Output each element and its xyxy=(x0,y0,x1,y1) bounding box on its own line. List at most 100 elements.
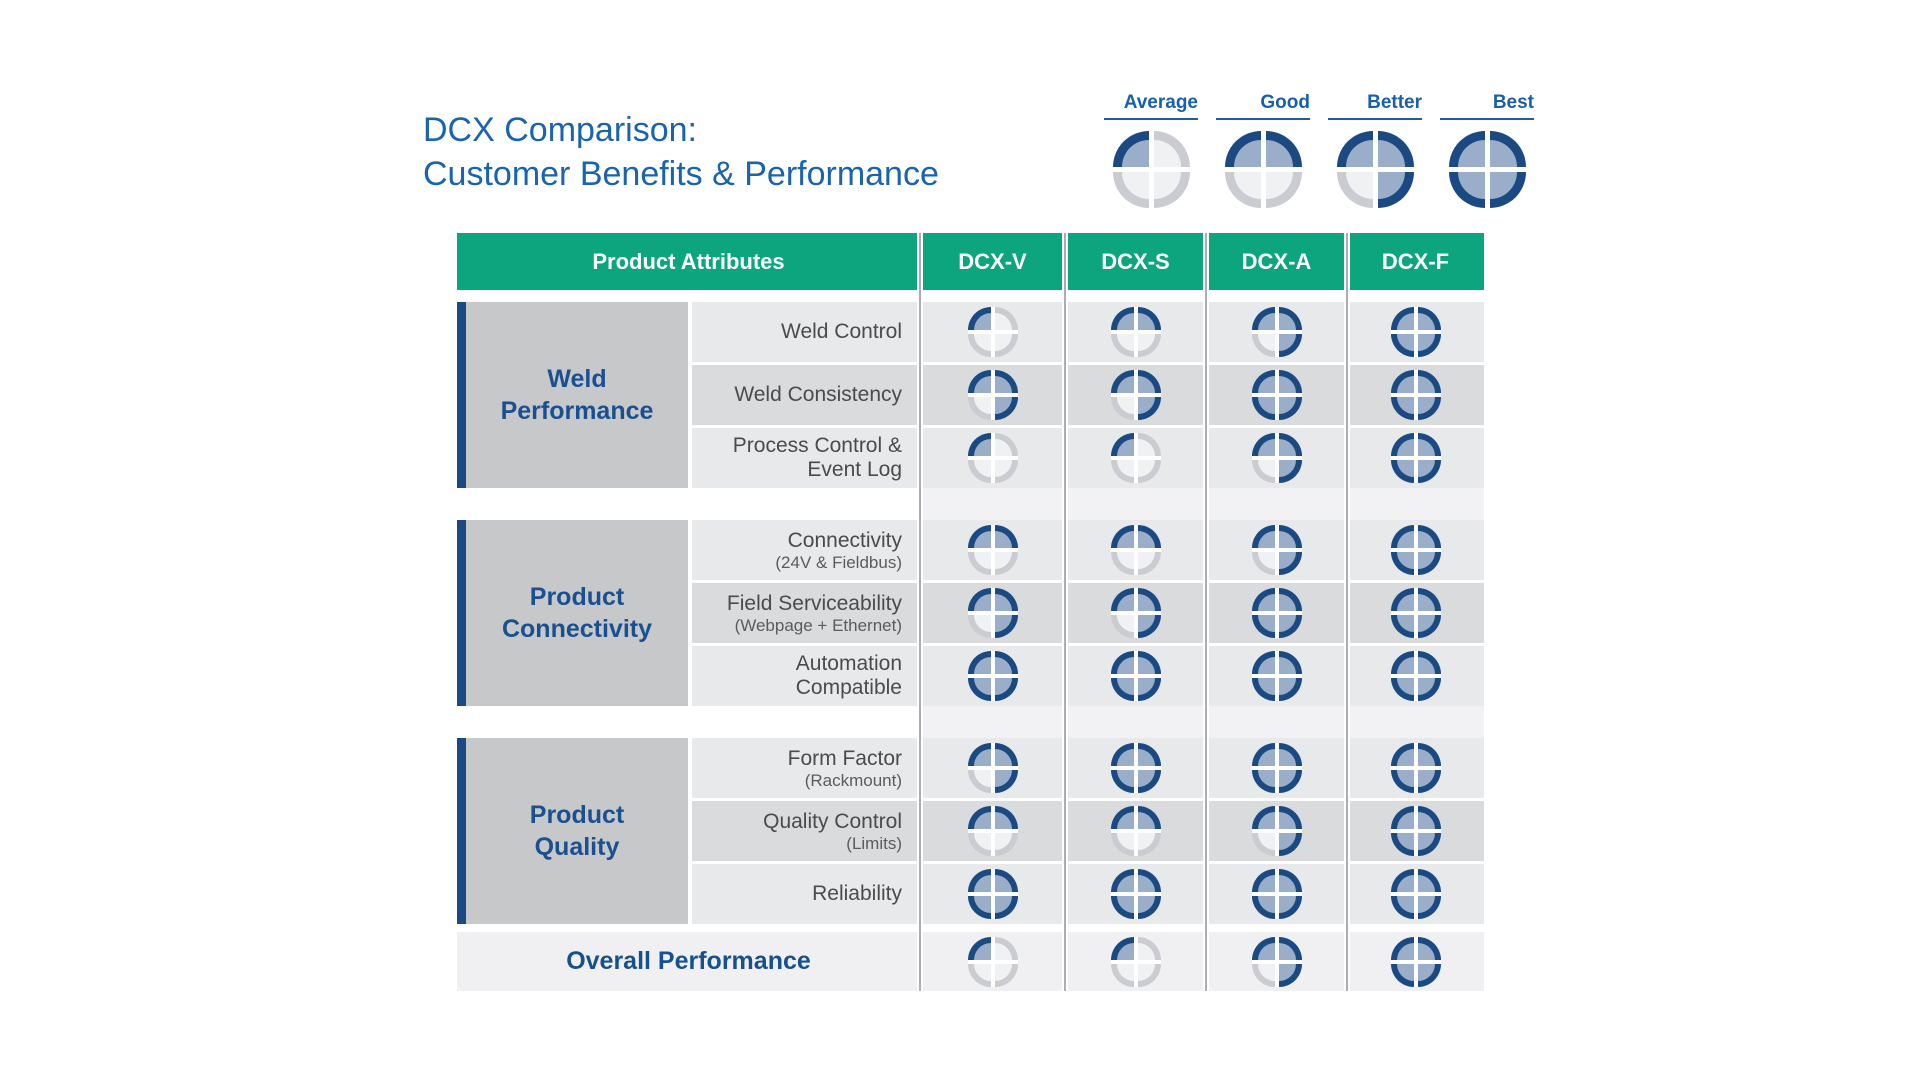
attribute-label-cell: Automation Compatible xyxy=(692,646,920,706)
harvey-ball-better xyxy=(967,743,1018,793)
comparison-table: Product Attributes DCX-V DCX-S DCX-A DCX-F We… xyxy=(457,233,1484,991)
harvey-ball-best xyxy=(1390,525,1441,575)
ball-cross-vertical xyxy=(1274,307,1279,357)
ball-quadrant-tl xyxy=(967,869,991,892)
ball-quadrant-tl xyxy=(967,307,991,330)
ball-cross-vertical xyxy=(1413,651,1418,701)
harvey-ball-best xyxy=(1390,936,1441,987)
rating-cell xyxy=(1347,428,1484,488)
ball-cross-vertical xyxy=(1413,936,1418,987)
harvey-ball-best xyxy=(1390,307,1441,357)
ball-quadrant-tl xyxy=(1251,743,1275,766)
ball-cross-vertical xyxy=(1133,651,1138,701)
attribute-label: Reliability xyxy=(812,882,902,905)
ball-quadrant-tl xyxy=(1112,131,1149,167)
attribute-subtitle: (Limits) xyxy=(846,833,902,853)
harvey-ball-best xyxy=(1390,433,1441,483)
rating-cell xyxy=(920,520,1065,580)
group-gap-cell xyxy=(920,488,1065,520)
harvey-ball-better xyxy=(1251,806,1302,856)
ball-quadrant-br xyxy=(994,770,1018,793)
ball-quadrant-tl xyxy=(967,433,991,456)
ball-cross-vertical xyxy=(1274,869,1279,919)
rating-cell xyxy=(1347,583,1484,643)
ball-quadrant-br xyxy=(1137,963,1161,987)
ball-quadrant-bl xyxy=(1390,397,1414,420)
rating-cell xyxy=(1347,864,1484,924)
ball-cross-vertical xyxy=(1133,588,1138,638)
ball-quadrant-br xyxy=(1278,552,1302,575)
header-column-dcx-a: DCX-A xyxy=(1206,233,1347,290)
ball-quadrant-tl xyxy=(1251,806,1275,829)
ball-quadrant-bl xyxy=(1110,615,1134,638)
harvey-ball-best xyxy=(1251,743,1302,793)
harvey-ball-good xyxy=(1110,307,1161,357)
ball-quadrant-tl xyxy=(1110,525,1134,548)
ball-quadrant-bl xyxy=(1110,833,1134,856)
ball-quadrant-tr xyxy=(1137,588,1161,611)
ball-quadrant-tr xyxy=(1137,869,1161,892)
rating-cell xyxy=(1206,738,1347,798)
group-label: Weld Performance xyxy=(466,302,688,488)
harvey-ball-average xyxy=(1112,131,1190,208)
ball-quadrant-bl xyxy=(1251,615,1275,638)
ball-cross-vertical xyxy=(1274,433,1279,483)
ball-quadrant-bl xyxy=(1448,172,1485,208)
legend-label: Average xyxy=(1104,92,1198,120)
ball-quadrant-bl xyxy=(967,963,991,987)
rating-cell xyxy=(1065,520,1206,580)
ball-cross-vertical xyxy=(990,869,995,919)
ball-quadrant-tr xyxy=(1417,588,1441,611)
harvey-ball-good xyxy=(1110,525,1161,575)
rating-cell xyxy=(920,302,1065,362)
group-gap-cell xyxy=(1347,488,1484,520)
ball-cross-vertical xyxy=(990,588,995,638)
ball-quadrant-tl xyxy=(967,588,991,611)
ball-quadrant-tl xyxy=(1110,936,1134,960)
ball-quadrant-br xyxy=(1137,397,1161,420)
table-row: Automation Compatible xyxy=(688,646,1484,706)
attribute-label-cell: Field Serviceability (Webpage + Ethernet) xyxy=(692,583,920,643)
harvey-ball-best xyxy=(1390,743,1441,793)
ball-quadrant-tl xyxy=(1390,936,1414,960)
ball-cross-vertical xyxy=(1413,433,1418,483)
ball-cross-vertical xyxy=(1133,525,1138,575)
ball-quadrant-tl xyxy=(1110,651,1134,674)
rating-cell xyxy=(1206,302,1347,362)
ball-cross-vertical xyxy=(1133,370,1138,420)
column-divider xyxy=(1203,233,1209,991)
attribute-subtitle: (24V & Fieldbus) xyxy=(775,552,902,572)
ball-quadrant-bl xyxy=(1251,460,1275,483)
rating-cell xyxy=(1206,646,1347,706)
ball-quadrant-tr xyxy=(1417,936,1441,960)
ball-quadrant-tr xyxy=(1278,307,1302,330)
ball-quadrant-br xyxy=(1137,678,1161,701)
ball-quadrant-br xyxy=(1417,896,1441,919)
ball-quadrant-bl xyxy=(1390,552,1414,575)
ball-quadrant-bl xyxy=(1390,615,1414,638)
rating-cell xyxy=(1065,801,1206,861)
group-rows: Connectivity (24V & Fieldbus) Field Servic… xyxy=(688,520,1484,706)
ball-quadrant-tr xyxy=(994,651,1018,674)
ball-quadrant-tr xyxy=(994,307,1018,330)
group-gap-cell xyxy=(1206,488,1347,520)
ball-quadrant-bl xyxy=(967,770,991,793)
ball-quadrant-tl xyxy=(1390,588,1414,611)
ball-quadrant-br xyxy=(994,552,1018,575)
rating-cell xyxy=(1206,583,1347,643)
harvey-ball-best xyxy=(1448,131,1526,208)
rating-cell xyxy=(1206,864,1347,924)
attribute-subtitle: (Webpage + Ethernet) xyxy=(734,615,902,635)
ball-quadrant-tl xyxy=(967,743,991,766)
rating-cell xyxy=(1347,738,1484,798)
legend-label: Best xyxy=(1440,92,1534,120)
ball-quadrant-bl xyxy=(1390,833,1414,856)
page-title-line1: DCX Comparison: xyxy=(423,111,697,149)
ball-quadrant-tr xyxy=(1417,370,1441,393)
group-rows: Weld Control Weld Consistency Process Cont… xyxy=(688,302,1484,488)
rating-cell xyxy=(1065,738,1206,798)
group-accent-bar xyxy=(457,302,466,488)
column-divider xyxy=(1344,233,1350,991)
ball-quadrant-br xyxy=(1278,397,1302,420)
table-row: Process Control & Event Log xyxy=(688,428,1484,488)
